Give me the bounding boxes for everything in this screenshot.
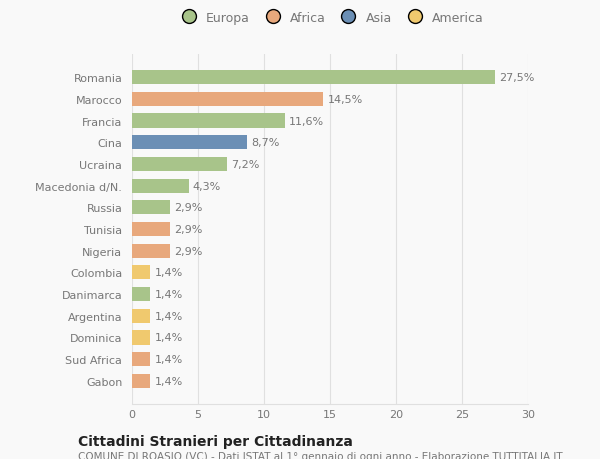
Text: 11,6%: 11,6% (289, 116, 324, 126)
Text: 27,5%: 27,5% (499, 73, 535, 83)
Text: 14,5%: 14,5% (328, 95, 362, 105)
Text: 2,9%: 2,9% (174, 246, 203, 256)
Bar (132, 201, 170, 215)
Text: 2,9%: 2,9% (174, 203, 203, 213)
Bar (132, 71, 495, 85)
Bar (132, 244, 170, 258)
Text: 1,4%: 1,4% (154, 333, 182, 343)
Bar (132, 309, 151, 323)
Text: 1,4%: 1,4% (154, 354, 182, 364)
Text: 1,4%: 1,4% (154, 311, 182, 321)
Bar (132, 93, 323, 106)
Bar (132, 157, 227, 172)
Text: 1,4%: 1,4% (154, 268, 182, 278)
Text: 4,3%: 4,3% (193, 181, 221, 191)
Text: 8,7%: 8,7% (251, 138, 279, 148)
Bar (132, 266, 151, 280)
Text: 1,4%: 1,4% (154, 376, 182, 386)
Text: COMUNE DI ROASIO (VC) - Dati ISTAT al 1° gennaio di ogni anno - Elaborazione TUT: COMUNE DI ROASIO (VC) - Dati ISTAT al 1°… (78, 451, 563, 459)
Text: 2,9%: 2,9% (174, 224, 203, 235)
Bar (132, 179, 189, 193)
Bar (132, 353, 151, 366)
Bar (132, 223, 170, 236)
Bar (132, 374, 151, 388)
Text: 1,4%: 1,4% (154, 290, 182, 299)
Legend: Europa, Africa, Asia, America: Europa, Africa, Asia, America (173, 9, 487, 27)
Text: 7,2%: 7,2% (231, 160, 259, 169)
Bar (132, 287, 151, 302)
Bar (132, 114, 285, 129)
Text: Cittadini Stranieri per Cittadinanza: Cittadini Stranieri per Cittadinanza (78, 434, 353, 448)
Bar (132, 330, 151, 345)
Bar (132, 136, 247, 150)
